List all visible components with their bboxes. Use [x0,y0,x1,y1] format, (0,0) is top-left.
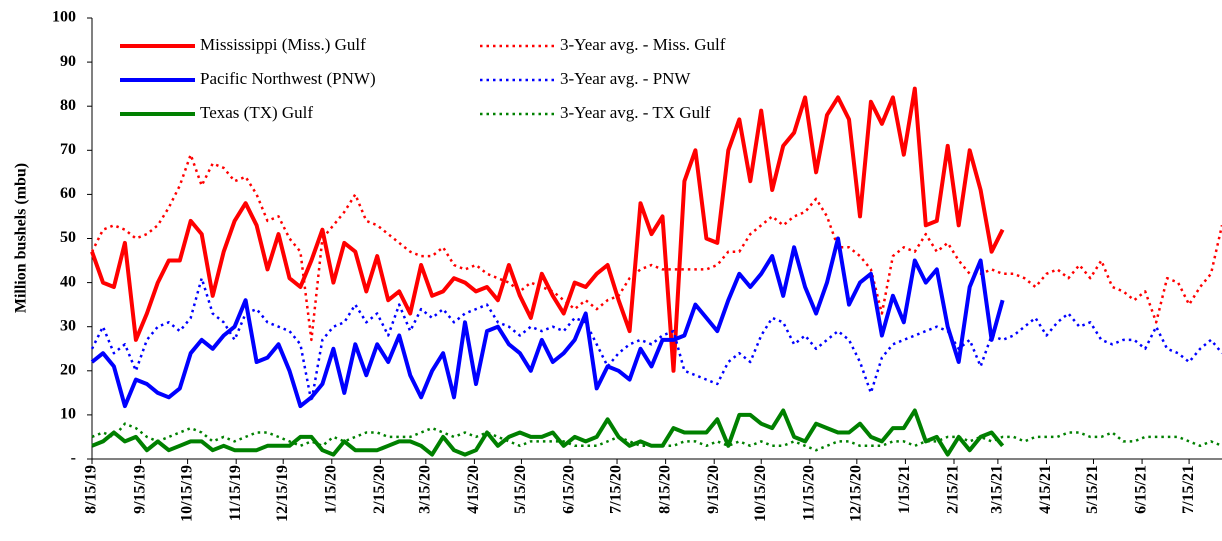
x-tick-label: 1/15/21 [896,465,913,514]
x-tick-label: 9/15/20 [705,465,722,514]
legend-label: 3-Year avg. - Miss. Gulf [560,35,726,54]
y-axis-title: Million bushels (mbu) [13,163,30,313]
y-tick-label: 60 [60,185,76,202]
legend-label: Texas (TX) Gulf [200,103,313,122]
y-tick-label: 70 [60,141,76,158]
x-tick-label: 2/15/20 [371,465,388,514]
series-line [91,422,1222,452]
x-tick-label: 10/15/19 [178,465,195,522]
legend-label: Mississippi (Miss.) Gulf [200,35,366,54]
x-tick-label: 11/15/20 [800,465,817,521]
x-tick-label: 4/15/21 [1037,465,1054,514]
series-line [91,408,1005,457]
y-tick-label: 10 [60,406,76,423]
x-tick-label: 8/15/19 [83,465,100,514]
x-tick-label: 12/15/19 [274,465,291,522]
y-tick-label: 40 [60,273,76,290]
x-tick-label: 8/15/20 [656,465,673,514]
x-tick-label: 11/15/19 [227,465,244,521]
series-line [90,153,1222,342]
x-tick-label: 3/15/21 [989,465,1006,514]
x-tick-label: 7/15/20 [608,465,625,514]
x-tick-label: 5/15/20 [512,465,529,514]
x-tick-label: 2/15/21 [945,465,962,514]
x-tick-label: 4/15/20 [465,465,482,514]
legend-label: Pacific Northwest (PNW) [200,69,376,88]
x-tick-label: 6/15/20 [561,465,578,514]
y-tick-label: 80 [60,97,76,114]
x-tick-label: 5/15/21 [1084,465,1101,514]
x-tick-label: 9/15/19 [131,465,148,514]
x-tick-label: 6/15/21 [1133,465,1150,514]
y-tick-label: 30 [60,317,76,334]
series-line [90,236,1005,409]
legend-label: 3-Year avg. - TX Gulf [560,103,711,122]
y-tick-label: - [71,450,76,467]
x-tick-label: 3/15/20 [416,465,433,514]
y-tick-label: 100 [52,9,76,26]
y-tick-label: 50 [60,229,76,246]
x-tick-label: 12/15/20 [847,465,864,522]
y-tick-label: 20 [60,361,76,378]
x-tick-label: 7/15/21 [1180,465,1197,514]
x-tick-label: 10/15/20 [752,465,769,522]
y-tick-label: 90 [60,53,76,70]
legend-label: 3-Year avg. - PNW [560,69,691,88]
series-line [90,276,1222,403]
x-tick-label: 1/15/20 [322,465,339,514]
series-line [90,86,1005,373]
